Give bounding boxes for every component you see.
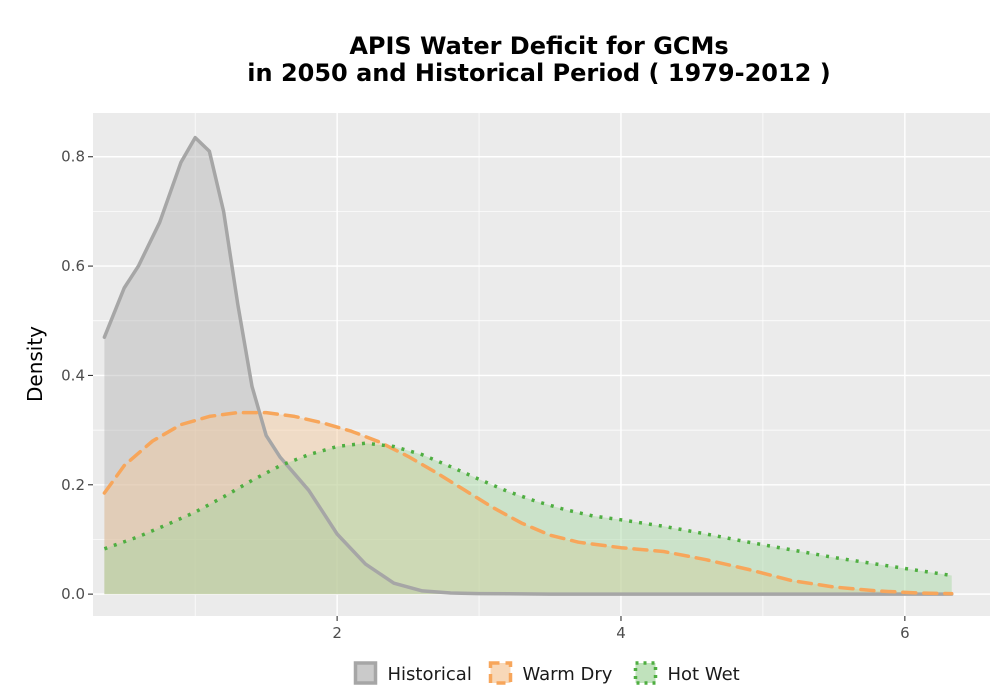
y-tick-label-3: 0.6 [61,257,85,275]
series-area-0 [104,137,952,595]
legend-key-1 [488,661,513,685]
density-series [102,135,954,596]
legend-label-0: Historical [388,664,472,685]
y-tick-label-4: 0.8 [61,148,85,166]
legend-item-0: Historical [353,661,472,685]
legend-label-2: Hot Wet [668,664,740,685]
y-tick-label-0: 0.0 [61,585,85,603]
series-area-2 [104,443,952,595]
series-line-1 [102,410,954,596]
y-tick-label-2: 0.4 [61,366,85,384]
x-tick-label-2: 6 [900,624,910,642]
legend-item-2: Hot Wet [633,661,740,685]
y-axis-title: Density [23,326,47,402]
legend: Historical Warm Dry Hot Wet [353,661,740,685]
legend-key-2 [633,661,658,685]
y-tick-label-1: 0.2 [61,476,85,494]
x-tick-label-1: 4 [616,624,626,642]
series-line-2 [103,441,952,578]
legend-item-1: Warm Dry [488,661,613,685]
chart-title-line-2: in 2050 and Historical Period ( 1979-201… [247,59,830,87]
series-area-1 [104,412,952,595]
axes: 0.0 0.2 0.4 0.6 0.8 2 4 6 [61,148,909,642]
legend-label-1: Warm Dry [523,664,613,685]
legend-key-0 [353,661,378,685]
x-tick-label-0: 2 [332,624,342,642]
chart-title-line-1: APIS Water Deficit for GCMs [349,32,728,60]
series-line-0 [102,135,954,596]
